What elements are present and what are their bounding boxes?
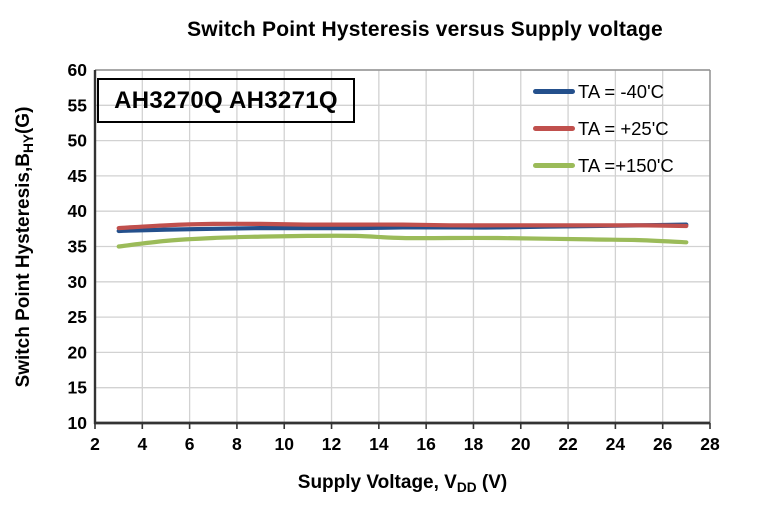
x-tick-label: 10 bbox=[274, 434, 294, 454]
legend: TA = -40'C TA = +25'C TA =+150'C bbox=[533, 73, 674, 184]
x-tick-label: 4 bbox=[137, 434, 147, 454]
legend-label: TA =+150'C bbox=[578, 154, 674, 176]
x-tick-label: 24 bbox=[606, 434, 626, 454]
x-axis-title-subscript: DD bbox=[456, 479, 477, 495]
part-number-label: AH3270Q AH3271Q bbox=[114, 86, 338, 114]
x-tick-label: 12 bbox=[322, 434, 342, 454]
x-tick-label: 8 bbox=[232, 434, 242, 454]
legend-label: TA = -40'C bbox=[578, 80, 664, 102]
y-tick-label: 15 bbox=[68, 378, 88, 398]
y-tick-label: 10 bbox=[68, 413, 88, 433]
y-axis-title: Switch Point Hysteresis,BHY(G) bbox=[13, 47, 43, 447]
legend-line-swatch bbox=[533, 126, 575, 131]
y-axis-title-text: Switch Point Hysteresis,B bbox=[13, 153, 34, 388]
legend-item: TA =+150'C bbox=[533, 147, 674, 184]
y-tick-label: 60 bbox=[68, 60, 88, 80]
x-axis-title: Supply Voltage, VDD (V) bbox=[95, 472, 710, 495]
y-tick-label: 30 bbox=[68, 272, 88, 292]
legend-item: TA = +25'C bbox=[533, 110, 674, 147]
legend-label: TA = +25'C bbox=[578, 117, 669, 139]
x-tick-label: 16 bbox=[416, 434, 436, 454]
x-axis-title-units: (V) bbox=[476, 472, 508, 493]
chart-title: Switch Point Hysteresis versus Supply vo… bbox=[187, 18, 663, 41]
x-tick-label: 18 bbox=[464, 434, 484, 454]
x-tick-label: 26 bbox=[653, 434, 673, 454]
y-tick-label: 20 bbox=[68, 342, 88, 362]
y-tick-label: 40 bbox=[68, 201, 88, 221]
x-axis-title-text: Supply Voltage, V bbox=[297, 472, 457, 493]
x-tick-label: 22 bbox=[558, 434, 578, 454]
y-tick-label: 35 bbox=[68, 237, 88, 257]
y-tick-label: 50 bbox=[68, 131, 88, 151]
part-number-box: AH3270Q AH3271Q bbox=[97, 78, 355, 123]
x-tick-label: 20 bbox=[511, 434, 531, 454]
y-axis-title-units: (G) bbox=[13, 106, 34, 135]
legend-line-swatch bbox=[533, 163, 575, 168]
legend-line-swatch bbox=[533, 89, 575, 94]
y-tick-label: 55 bbox=[68, 95, 88, 115]
series-line-TA-150-C bbox=[116, 233, 689, 249]
x-tick-label: 2 bbox=[90, 434, 100, 454]
series-line-TA-25-C bbox=[116, 221, 689, 231]
x-tick-label: 28 bbox=[700, 434, 720, 454]
x-tick-label: 6 bbox=[185, 434, 195, 454]
y-tick-label: 25 bbox=[68, 307, 88, 327]
y-tick-label: 45 bbox=[68, 166, 88, 186]
y-axis-title-subscript: HY bbox=[20, 134, 36, 154]
legend-item: TA = -40'C bbox=[533, 73, 674, 110]
x-tick-label: 14 bbox=[369, 434, 389, 454]
